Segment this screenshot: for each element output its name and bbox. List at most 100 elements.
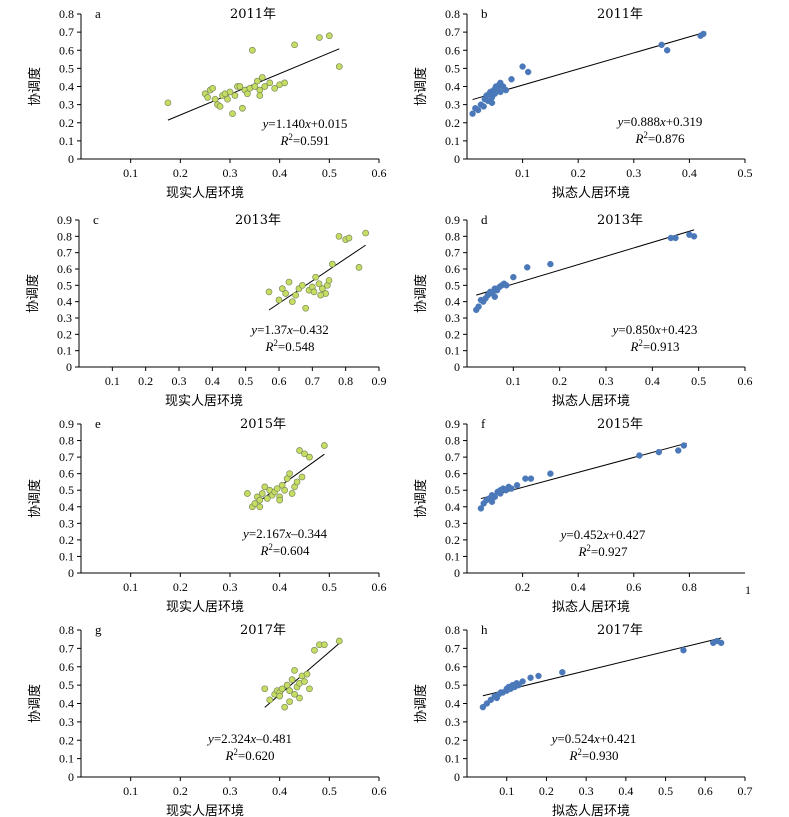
- r2-symbol: R: [259, 543, 268, 558]
- r2-superscript: 2: [643, 130, 648, 140]
- data-point: [263, 495, 271, 502]
- x-tick-label: 0.3: [172, 374, 187, 388]
- data-point: [298, 281, 306, 289]
- data-point: [296, 694, 303, 702]
- data-point: [261, 83, 269, 90]
- panel-letter: b: [481, 6, 488, 21]
- data-point: [475, 303, 482, 310]
- data-point: [283, 681, 291, 689]
- y-tick-label: 0.4: [57, 295, 72, 309]
- panel-h: 0 0.1 0.2 0.3 0.4 0.5 0.6 0.7 0.8 0.1 0.2 0.3 0.4 0.5…: [413, 622, 753, 817]
- y-tick-label: 0.5: [57, 278, 72, 292]
- panel-letter: h: [481, 622, 488, 637]
- eq-x: x: [602, 527, 609, 542]
- data-point: [335, 63, 343, 70]
- y-tick-label: 0.7: [445, 641, 460, 655]
- y-tick-label: 0.6: [59, 43, 74, 57]
- r2-symbol: R: [568, 748, 577, 763]
- data-point: [508, 485, 515, 492]
- y-tick-label: 0: [68, 152, 74, 166]
- data-point: [253, 77, 261, 85]
- data-point: [488, 498, 496, 506]
- eq-intercept: –0.432: [292, 322, 329, 337]
- trend-line: [476, 229, 695, 296]
- panel-title: 2017年: [240, 623, 286, 638]
- data-point: [335, 232, 343, 240]
- data-point: [316, 34, 323, 41]
- data-point: [491, 90, 498, 97]
- data-point: [355, 264, 363, 271]
- data-point: [273, 485, 281, 492]
- y-tick-label: 0.8: [445, 434, 460, 448]
- x-tick-label: 0.4: [272, 166, 287, 180]
- panel-b: 0 0.1 0.2 0.3 0.4 0.5 0.6 0.7 0.8 0.1 0.2 0.3 0.4 0.5…: [413, 6, 753, 201]
- x-tick-label: 0.3: [223, 580, 238, 594]
- regression-equation: y=0.452x+0.427: [559, 527, 646, 542]
- x-tick-label: 0.6: [272, 374, 287, 388]
- data-point: [288, 676, 296, 683]
- data-point: [524, 68, 532, 76]
- x-tick-label: 0.5: [322, 166, 337, 180]
- x-axis-title: 拟态人居环境: [552, 600, 630, 615]
- x-tick-label: 0.4: [571, 580, 586, 594]
- y-tick-label: 0.9: [59, 417, 74, 431]
- y-tick-label: 0: [454, 360, 460, 374]
- data-point: [469, 110, 476, 117]
- y-tick-label: 0.1: [59, 134, 74, 148]
- data-point: [700, 30, 707, 38]
- y-tick-label: 0.4: [445, 697, 460, 711]
- r2-value: =0.930: [582, 748, 619, 763]
- data-point: [680, 442, 688, 449]
- data-point: [491, 493, 498, 501]
- data-point: [636, 452, 643, 459]
- r-squared: R2=0.591: [279, 132, 329, 148]
- r2-superscript: 2: [586, 543, 591, 553]
- r2-value: =0.927: [591, 544, 628, 559]
- x-tick-label: 0.3: [579, 784, 594, 798]
- y-axis-title: 协调度: [413, 479, 429, 518]
- eq-x: x: [654, 322, 661, 337]
- data-point: [258, 74, 266, 81]
- data-point: [483, 700, 491, 707]
- eq-coef: =0.524: [557, 731, 594, 746]
- data-point: [547, 260, 554, 268]
- y-tick-label: 0.2: [445, 733, 460, 747]
- data-point: [497, 490, 504, 497]
- data-point: [488, 99, 496, 107]
- y-tick-label: 0.3: [445, 715, 460, 729]
- y-tick-label: 0.6: [445, 43, 460, 57]
- data-point: [285, 278, 293, 286]
- data-point: [335, 637, 343, 645]
- data-point: [497, 79, 504, 87]
- y-tick-label: 0.2: [445, 533, 460, 547]
- x-tick-label: 0.7: [305, 374, 320, 388]
- r-squared: R2=0.927: [577, 543, 628, 559]
- x-tick-label: 0.5: [738, 166, 753, 180]
- eq-x: x: [286, 322, 293, 337]
- y-tick-label: 0.4: [59, 80, 74, 94]
- eq-x: x: [284, 526, 291, 541]
- y-axis-title: 协调度: [27, 67, 43, 106]
- eq-intercept: +0.015: [311, 116, 348, 131]
- y-tick-label: 0.7: [445, 246, 460, 260]
- panel-letter: g: [95, 622, 102, 637]
- regression-equation: y=0.850x+0.423: [611, 322, 698, 337]
- r2-superscript: 2: [233, 747, 238, 757]
- x-tick-label: 0.6: [738, 374, 753, 388]
- y-tick-label: 0.3: [57, 311, 72, 325]
- y-tick-label: 0.1: [59, 752, 74, 766]
- panel-title: 2015年: [597, 417, 643, 432]
- data-point: [239, 104, 246, 112]
- data-point: [311, 646, 318, 654]
- data-point: [291, 667, 298, 674]
- data-point: [479, 703, 487, 711]
- y-tick-label: 0.3: [445, 311, 460, 325]
- x-tick-label: 0.4: [645, 374, 660, 388]
- x-tick-label: 0.3: [223, 166, 238, 180]
- regression-equation: y=1.140x+0.015: [261, 116, 348, 131]
- y-tick-label: 0.3: [445, 98, 460, 112]
- data-point: [244, 90, 251, 98]
- data-point: [306, 453, 313, 461]
- y-tick-label: 0.6: [59, 660, 74, 674]
- data-point: [249, 46, 256, 54]
